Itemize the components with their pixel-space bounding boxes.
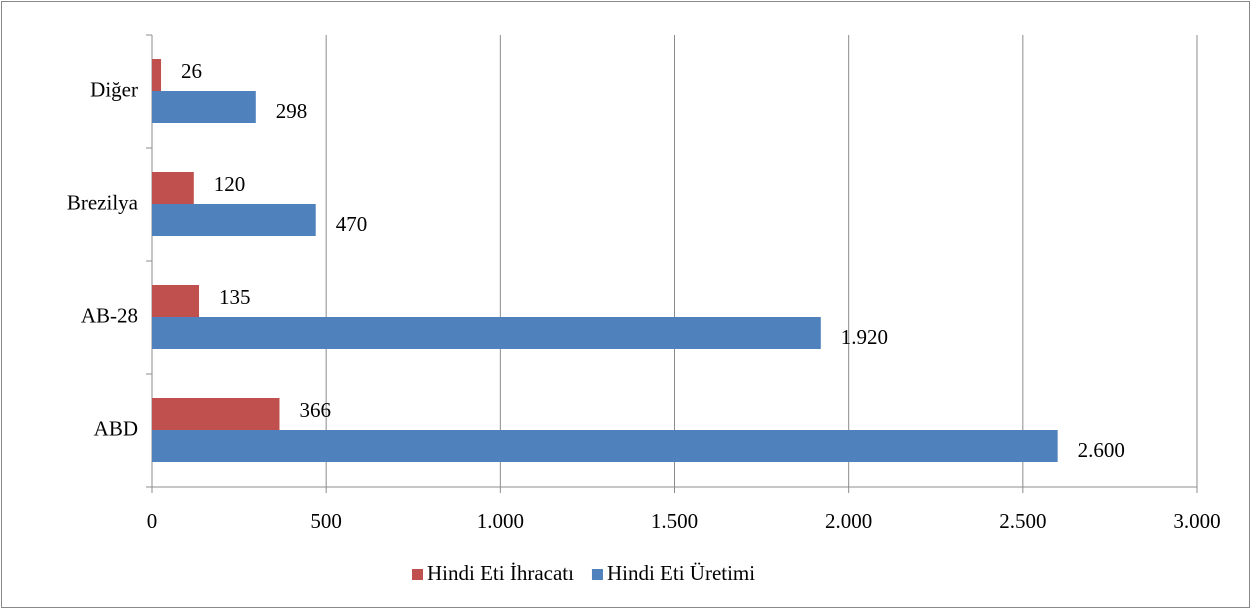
value-label: 366 <box>299 398 331 422</box>
bar <box>152 430 1058 462</box>
value-label: 2.600 <box>1078 438 1125 462</box>
bar <box>152 285 200 317</box>
bar <box>152 317 821 349</box>
y-tick-label: ABD <box>94 416 138 440</box>
legend-swatch <box>591 569 603 580</box>
x-tick-label: 0 <box>147 509 158 533</box>
x-tick-label: 1.000 <box>477 509 524 533</box>
x-tick-label: 3.000 <box>1173 509 1220 533</box>
value-label: 120 <box>214 172 246 196</box>
x-tick-label: 1.500 <box>651 509 698 533</box>
y-tick-label: AB-28 <box>81 303 138 327</box>
x-tick-label: 2.500 <box>999 509 1046 533</box>
y-tick-label: Brezilya <box>67 190 139 214</box>
legend-swatch <box>412 569 423 580</box>
bar <box>152 398 280 430</box>
value-label: 26 <box>181 59 202 83</box>
legend-label: Hindi Eti İhracatı <box>427 561 574 585</box>
bar <box>152 59 162 91</box>
bar <box>152 204 316 236</box>
bar <box>152 172 194 204</box>
value-label: 298 <box>276 99 308 123</box>
x-tick-label: 2.000 <box>825 509 872 533</box>
value-label: 1.920 <box>841 325 888 349</box>
legend-label: Hindi Eti Üretimi <box>607 561 755 585</box>
value-label: 470 <box>336 212 368 236</box>
y-tick-label: Diğer <box>90 77 138 101</box>
bar <box>152 91 256 123</box>
value-label: 135 <box>219 285 251 309</box>
x-tick-label: 500 <box>310 509 342 533</box>
